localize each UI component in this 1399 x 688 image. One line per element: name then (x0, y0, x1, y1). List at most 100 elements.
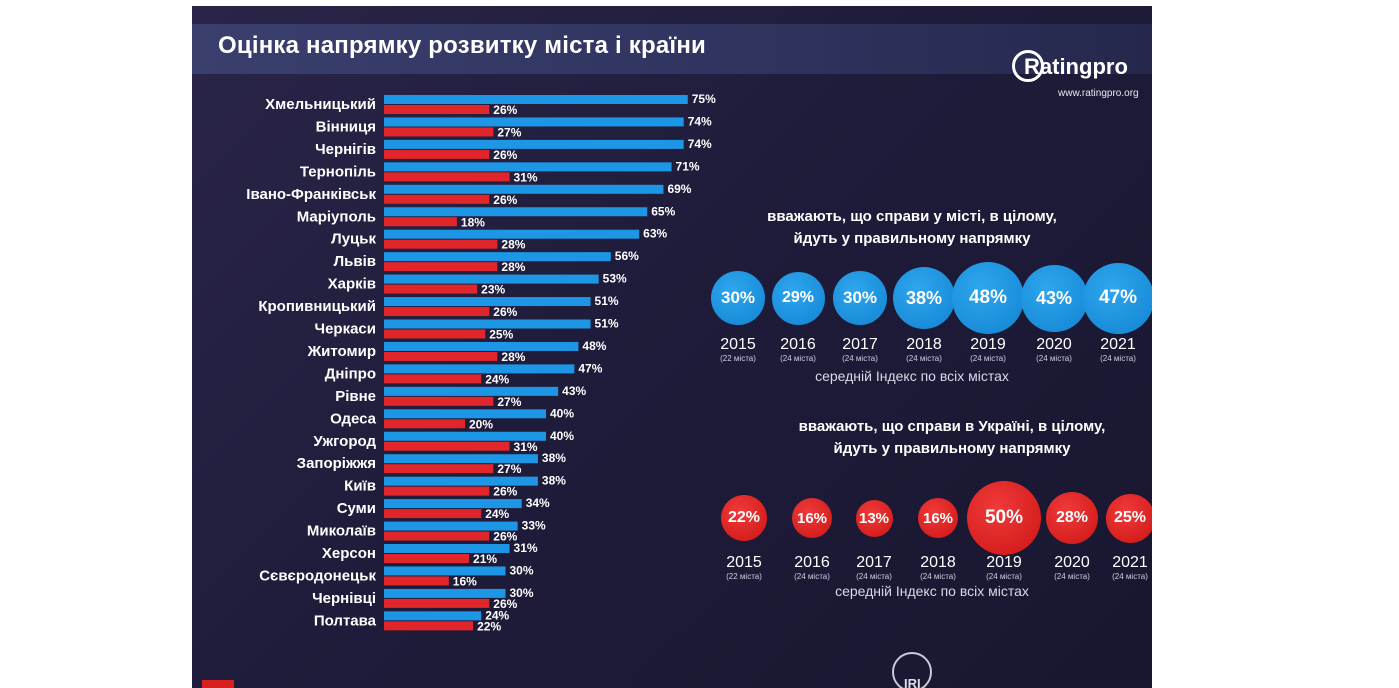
red-bar-value: 24% (485, 507, 509, 521)
blue-bar-value: 38% (542, 451, 566, 465)
bubble: 13% (855, 499, 893, 537)
blue-bar-value: 71% (676, 159, 700, 173)
bubble: 48% (952, 262, 1024, 334)
blue-bar (384, 229, 640, 239)
year-note: (22 міста) (726, 572, 762, 581)
red-bar (384, 149, 490, 159)
red-bar-value: 26% (493, 193, 517, 207)
red-bar (384, 329, 486, 339)
bubble: 22% (721, 495, 767, 541)
poster-title: Оцінка напрямку розвитку міста і країни (218, 32, 706, 59)
city-label: Запоріжжя (297, 455, 376, 472)
city-label: Сєвєродонецьк (259, 567, 376, 584)
red-bar-value: 27% (497, 125, 521, 139)
red-bar-value: 26% (493, 148, 517, 162)
blue-bar (384, 544, 510, 553)
blue-bar (384, 431, 546, 441)
city-label: Суми (337, 500, 376, 517)
logo-url: www.ratingpro.org (1058, 88, 1139, 99)
red-bar-value: 23% (481, 283, 505, 297)
red-bar (384, 531, 490, 541)
blue-bar (384, 297, 591, 307)
city-label: Львів (334, 253, 376, 270)
year-label: 2016 (780, 336, 816, 353)
blue-bar-value: 40% (550, 406, 574, 420)
bubble: 28% (1046, 492, 1098, 544)
blue-bar-value: 43% (562, 384, 586, 398)
city-label: Київ (344, 478, 376, 495)
blue-bar (384, 207, 648, 217)
blue-bar (384, 319, 591, 329)
bubble: 38% (893, 267, 955, 329)
blue-bar-value: 34% (526, 496, 550, 510)
blue-bar (384, 588, 506, 598)
red-bar (384, 351, 498, 361)
city-label: Тернопіль (300, 163, 376, 180)
bubble: 16% (792, 498, 832, 538)
red-bar (384, 172, 510, 182)
red-bar (384, 262, 498, 272)
city-label: Івано-Франківськ (246, 186, 376, 203)
blue-bar-value: 31% (514, 541, 538, 555)
bubble: 47% (1082, 262, 1152, 334)
red-bar (384, 621, 474, 631)
logo-name: Ratingpro (1024, 54, 1128, 79)
blue-bar (384, 454, 538, 464)
city-label: Миколаїв (307, 523, 376, 540)
blue-bar-value: 51% (595, 294, 619, 308)
poster: Оцінка напрямку розвитку міста і країни … (192, 6, 1152, 688)
year-label: 2021 (1100, 336, 1136, 353)
red-bar-value: 31% (514, 170, 538, 184)
corner-red-mark (202, 680, 234, 688)
year-note: (24 міста) (920, 572, 956, 581)
country-avg-label: середній Індекс по всіх містах (835, 583, 1029, 599)
blue-bar-value: 30% (510, 563, 534, 577)
blue-bar (384, 95, 688, 104)
year-label: 2019 (986, 554, 1022, 571)
blue-bar (384, 184, 664, 194)
year-label: 2021 (1112, 554, 1148, 571)
blue-bar (384, 409, 546, 419)
year-note: (24 міста) (906, 354, 942, 363)
blue-bar-value: 69% (667, 182, 691, 196)
city-label: Херсон (322, 545, 376, 562)
blue-bar (384, 117, 684, 127)
red-bar (384, 105, 490, 114)
country-title-line1: вважають, що справи в Україні, в цілому, (798, 418, 1106, 435)
year-note: (24 міста) (1112, 572, 1148, 581)
iri-logo-text: IRI (904, 676, 921, 688)
iri-logo: IRI (892, 652, 982, 688)
red-bar (384, 239, 498, 249)
year-note: (24 міста) (986, 572, 1022, 581)
blue-bar-value: 38% (542, 474, 566, 488)
red-bar (384, 374, 482, 384)
year-note: (24 міста) (780, 354, 816, 363)
year-label: 2017 (842, 336, 878, 353)
blue-bar (384, 386, 559, 396)
title-band: Оцінка напрямку розвитку міста і країни (192, 24, 1152, 74)
city-label: Кропивницький (258, 298, 376, 315)
bubble: 50% (967, 481, 1041, 555)
red-bar (384, 554, 470, 563)
red-bar-value: 26% (493, 485, 517, 499)
city-label: Рівне (335, 388, 376, 405)
city-label: Черкаси (315, 321, 376, 338)
blue-bar (384, 252, 611, 262)
blue-bar-value: 51% (595, 317, 619, 331)
red-bar-value: 27% (497, 395, 521, 409)
red-bar-value: 26% (493, 597, 517, 611)
year-label: 2016 (794, 554, 830, 571)
blue-bar-value: 48% (582, 339, 606, 353)
year-note: (24 міста) (856, 572, 892, 581)
city-label: Хмельницький (265, 96, 376, 113)
blue-bar-value: 47% (578, 361, 602, 375)
city-avg-label: середній Індекс по всіх містах (815, 368, 1009, 384)
red-bar-value: 20% (469, 417, 493, 431)
city-title-line2: йдуть у правильному напрямку (793, 230, 1031, 247)
blue-bar (384, 499, 522, 509)
year-label: 2015 (720, 336, 756, 353)
red-bar (384, 194, 490, 204)
city-label: Житомир (307, 343, 376, 360)
blue-bar-value: 65% (651, 204, 675, 218)
city-label: Вінниця (316, 118, 376, 135)
